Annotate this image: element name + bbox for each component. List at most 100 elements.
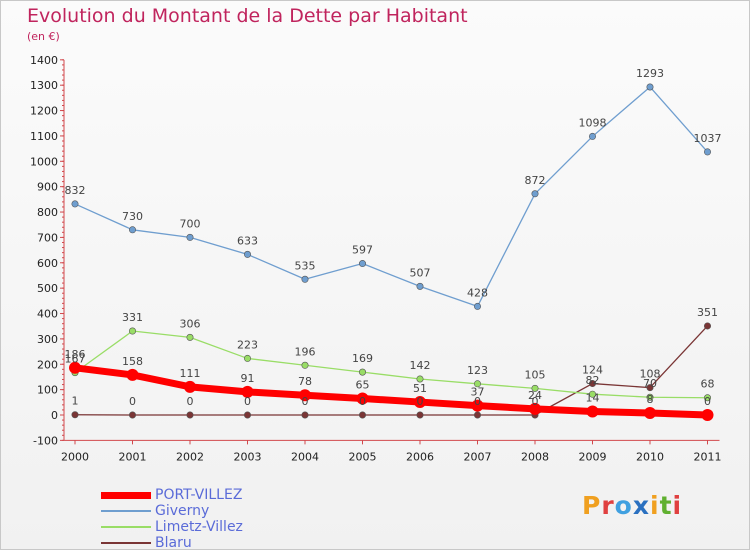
legend-swatch bbox=[101, 510, 151, 512]
data-point-blaru bbox=[71, 411, 79, 419]
data-label: 142 bbox=[410, 359, 431, 372]
x-tick-label: 2006 bbox=[406, 450, 434, 463]
data-point-limetz-villez bbox=[588, 390, 596, 398]
x-tick-label: 2009 bbox=[579, 450, 607, 463]
data-label: 78 bbox=[298, 375, 312, 388]
data-label: 0 bbox=[474, 395, 481, 408]
legend-label: Blaru bbox=[155, 535, 192, 551]
data-point-port-villez bbox=[414, 396, 426, 409]
x-tick-label: 2001 bbox=[119, 450, 147, 463]
data-label: 1098 bbox=[579, 116, 607, 129]
data-label: 37 bbox=[471, 386, 485, 399]
data-point-blaru bbox=[703, 322, 711, 330]
y-tick-label: 0 bbox=[51, 409, 58, 422]
data-label: 331 bbox=[122, 311, 143, 324]
data-point-port-villez bbox=[126, 368, 139, 381]
data-point-giverny bbox=[646, 83, 654, 91]
data-point-limetz-villez bbox=[473, 380, 481, 388]
data-label: 0 bbox=[417, 395, 424, 408]
data-label: 124 bbox=[582, 364, 603, 377]
data-label: 633 bbox=[237, 234, 258, 247]
legend-item: Blaru bbox=[101, 535, 243, 551]
legend-item: Giverny bbox=[101, 503, 243, 519]
data-label: 123 bbox=[467, 364, 488, 377]
data-label: 14 bbox=[586, 391, 600, 404]
data-label: 24 bbox=[528, 389, 542, 402]
data-point-giverny bbox=[473, 302, 481, 310]
x-tick-label: 2005 bbox=[349, 450, 377, 463]
y-tick-label: 1200 bbox=[30, 105, 58, 118]
data-point-blaru bbox=[588, 380, 596, 388]
legend-label: PORT-VILLEZ bbox=[155, 487, 243, 503]
data-point-giverny bbox=[129, 226, 137, 234]
data-label: 730 bbox=[122, 210, 143, 223]
data-label: 223 bbox=[237, 338, 258, 351]
x-tick-label: 2007 bbox=[464, 450, 492, 463]
data-point-giverny bbox=[186, 233, 194, 241]
data-point-limetz-villez bbox=[646, 393, 654, 401]
y-tick-label: 100 bbox=[37, 384, 58, 397]
y-tick-label: 200 bbox=[37, 358, 58, 371]
logo-letter: i bbox=[650, 491, 660, 520]
data-label: 65 bbox=[356, 379, 370, 392]
y-tick-label: 1100 bbox=[30, 130, 58, 143]
data-label: 0 bbox=[359, 395, 366, 408]
y-tick-label: 300 bbox=[37, 333, 58, 346]
data-label: 167 bbox=[65, 353, 86, 366]
data-label: 158 bbox=[122, 355, 143, 368]
data-point-giverny bbox=[416, 282, 424, 290]
data-label: 0 bbox=[302, 395, 309, 408]
legend-label: Limetz-Villez bbox=[155, 519, 243, 535]
data-label: 169 bbox=[352, 352, 373, 365]
data-point-giverny bbox=[301, 275, 309, 283]
data-label: 8 bbox=[647, 393, 654, 406]
data-point-port-villez bbox=[644, 406, 656, 419]
data-point-limetz-villez bbox=[129, 327, 137, 335]
y-tick-label: 1300 bbox=[30, 79, 58, 92]
x-tick-label: 2000 bbox=[61, 450, 89, 463]
series-line-giverny bbox=[74, 86, 709, 308]
data-point-limetz-villez bbox=[703, 394, 711, 402]
data-label: 0 bbox=[704, 395, 711, 408]
data-point-blaru bbox=[301, 411, 309, 419]
data-label: 306 bbox=[180, 317, 201, 330]
legend-swatch bbox=[101, 526, 151, 528]
data-point-blaru bbox=[646, 384, 654, 392]
series-line-blaru bbox=[74, 325, 709, 416]
data-label: 597 bbox=[352, 244, 373, 257]
data-label: 196 bbox=[295, 345, 316, 358]
x-tick-label: 2003 bbox=[234, 450, 262, 463]
x-tick-label: 2004 bbox=[291, 450, 319, 463]
y-tick-label: 500 bbox=[37, 282, 58, 295]
data-label: 51 bbox=[413, 382, 427, 395]
data-point-blaru bbox=[129, 411, 137, 419]
data-point-port-villez bbox=[299, 389, 311, 402]
x-tick-label: 2011 bbox=[694, 450, 722, 463]
data-label: 0 bbox=[187, 395, 194, 408]
data-label: 108 bbox=[640, 368, 661, 381]
data-label: 0 bbox=[532, 395, 539, 408]
logo-letter: i bbox=[672, 491, 683, 520]
data-point-blaru bbox=[244, 411, 252, 419]
data-label: 428 bbox=[467, 286, 488, 299]
data-label: 1 bbox=[72, 395, 79, 408]
data-point-port-villez bbox=[529, 402, 541, 415]
series-line-limetz-villez bbox=[74, 330, 709, 399]
data-label: 91 bbox=[241, 372, 255, 385]
y-tick-label: 400 bbox=[37, 308, 58, 321]
data-label: 872 bbox=[525, 174, 546, 187]
chart-subtitle: (en €) bbox=[27, 30, 60, 43]
legend-swatch bbox=[101, 542, 151, 544]
y-tick-label: 700 bbox=[37, 231, 58, 244]
data-label: 351 bbox=[697, 306, 718, 319]
logo-letter: o bbox=[614, 491, 633, 520]
chart-title: Evolution du Montant de la Dette par Hab… bbox=[27, 5, 468, 27]
data-point-limetz-villez bbox=[186, 333, 194, 341]
data-point-limetz-villez bbox=[301, 361, 309, 369]
data-point-port-villez bbox=[471, 399, 484, 412]
data-point-port-villez bbox=[701, 409, 714, 421]
data-point-blaru bbox=[473, 411, 481, 419]
data-point-giverny bbox=[703, 148, 711, 156]
data-label: 0 bbox=[244, 395, 251, 408]
